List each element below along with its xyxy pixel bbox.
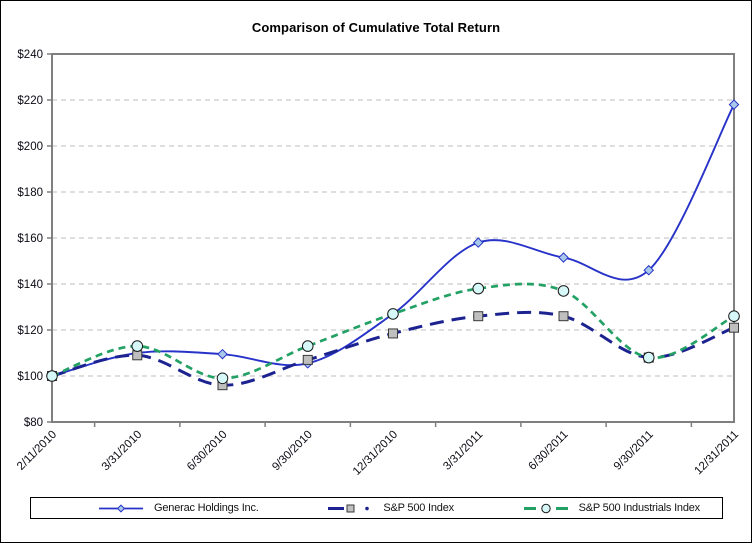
- circle-marker: [131, 340, 144, 352]
- x-tick-label: 6/30/2011: [527, 429, 571, 473]
- circle-marker: [642, 351, 655, 364]
- x-tick-label: 9/30/2011: [612, 429, 656, 473]
- legend-item-sp500-index: S&P 500 Index: [326, 502, 454, 515]
- square-marker: [558, 311, 569, 322]
- x-tick-label: 12/31/2011: [693, 429, 742, 478]
- diamond-marker: [728, 99, 740, 110]
- circle-marker: [387, 308, 399, 320]
- square-marker: [729, 322, 739, 333]
- x-tick-label: 2/11/2010: [15, 429, 59, 473]
- legend-label: S&P 500 Index: [383, 502, 454, 514]
- square-marker: [132, 350, 143, 361]
- x-axis: 2/11/2010 3/31/2010 6/30/2010 9/30/2010 12/3…: [15, 422, 741, 478]
- x-tick-label: 3/31/2010: [100, 429, 145, 474]
- series-s-p-500-industrials-index: [46, 282, 740, 385]
- circle-marker: [728, 310, 740, 323]
- legend-label: Generac Holdings Inc.: [154, 502, 259, 514]
- x-tick-label: 3/31/2011: [441, 429, 485, 473]
- diamond-marker: [217, 348, 228, 360]
- circle-marker: [301, 340, 314, 352]
- square-marker: [388, 328, 398, 339]
- chart-title: Comparison of Cumulative Total Return: [251, 20, 501, 35]
- y-tick-label: $220: [17, 95, 43, 107]
- generac-line-swatch-icon: [99, 503, 143, 513]
- x-tick-label: 9/30/2010: [270, 429, 315, 474]
- y-tick-label: $140: [17, 279, 43, 291]
- circle-marker: [472, 282, 485, 295]
- circle-marker: [557, 285, 570, 297]
- sp500-industrials-line-swatch-icon: [523, 503, 568, 513]
- y-axis: $80 $100 $120 $140 $160 $180 $200 $220 $240: [17, 49, 52, 429]
- diamond-marker: [558, 252, 569, 263]
- y-tick-label: $160: [17, 233, 43, 245]
- diamond-marker: [643, 264, 655, 276]
- y-tick-label: $120: [17, 325, 43, 337]
- y-tick-label: $200: [17, 141, 43, 153]
- circle-marker: [46, 370, 58, 382]
- y-tick-label: $180: [17, 187, 43, 199]
- y-tick-label: $240: [17, 49, 43, 61]
- gridlines: [52, 99, 734, 377]
- legend-item-generac-holdings: Generac Holdings Inc.: [97, 502, 259, 515]
- series-s-p-500-index: [47, 310, 739, 391]
- y-tick-label: $100: [17, 371, 43, 383]
- square-marker: [302, 354, 313, 365]
- y-tick-label: $80: [24, 417, 43, 429]
- x-tick-label: 6/30/2010: [185, 429, 230, 474]
- x-tick-label: 12/31/2010: [351, 429, 400, 478]
- legend: Generac Holdings Inc. S&P 500 Index S&P …: [30, 497, 723, 519]
- sp500-line-swatch-icon: [328, 504, 370, 512]
- legend-item-sp500-industrials: S&P 500 Industrials Index: [522, 502, 700, 515]
- legend-label: S&P 500 Industrials Index: [578, 502, 701, 514]
- series-generac-holdings-inc: [46, 99, 740, 382]
- square-marker: [473, 311, 484, 322]
- diamond-marker: [472, 237, 484, 248]
- circle-marker: [216, 372, 229, 385]
